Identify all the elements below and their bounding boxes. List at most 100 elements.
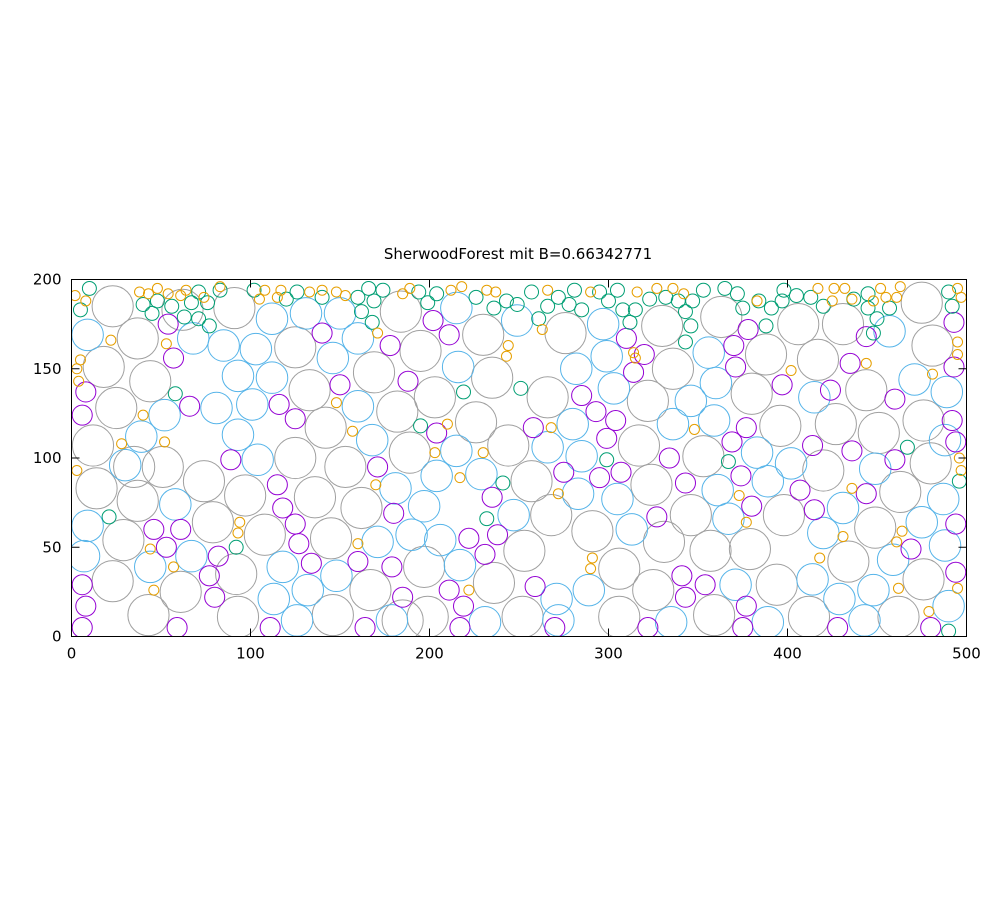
circle-blue (560, 352, 593, 386)
circle-blue (395, 518, 428, 552)
circle-grey (471, 356, 514, 399)
circle-blue (468, 605, 502, 636)
circle-purple (143, 518, 165, 540)
circle-grey (215, 552, 258, 596)
circle-grey (526, 376, 569, 419)
circle-orange (160, 338, 172, 350)
circle-orange (894, 281, 906, 293)
circle-grey (700, 295, 743, 339)
circle-purple (220, 449, 242, 471)
circle-blue (656, 407, 690, 441)
circle-green (176, 309, 192, 325)
circle-purple (771, 374, 793, 396)
circle-blue (928, 529, 962, 562)
circle-grey (877, 595, 920, 636)
circle-orange (846, 293, 858, 305)
circle-purple (735, 595, 757, 617)
circle-orange (785, 365, 797, 377)
circle-blue (465, 457, 498, 491)
circle-grey (911, 324, 954, 367)
circle-blue (207, 329, 240, 362)
circle-grey (293, 476, 337, 519)
x-tick-label: 200 (415, 645, 444, 663)
circle-purple (735, 417, 757, 439)
circle-purple (71, 574, 93, 596)
circle-green (411, 284, 427, 300)
circle-grey (388, 431, 431, 474)
circle-grey (777, 303, 820, 346)
circle-orange (159, 436, 171, 448)
circle-purple (945, 561, 966, 583)
circle-purple (163, 347, 185, 369)
circle-orange (441, 418, 453, 430)
circle-purple (819, 379, 841, 401)
circle-blue (289, 297, 323, 330)
y-axis: 0 50 100 150 200 (33, 271, 967, 646)
circle-grey (274, 436, 317, 480)
circle-green (289, 284, 305, 300)
circle-grey (403, 545, 446, 588)
circle-grey (879, 470, 922, 514)
circle-purple (737, 318, 759, 341)
circle-grey (744, 333, 788, 376)
circle-green (763, 300, 779, 316)
circle-purple (855, 326, 877, 348)
circle-purple (920, 617, 942, 636)
circle-orange (667, 282, 679, 294)
circle-green (860, 286, 876, 302)
circle-blue (556, 407, 589, 441)
circle-green (735, 300, 751, 316)
x-tick-label: 300 (594, 645, 623, 663)
circle-purple (671, 565, 693, 587)
y-tick-label: 100 (33, 449, 62, 467)
circle-blue (407, 489, 441, 523)
y-tick-label: 150 (33, 360, 62, 378)
circle-green (200, 295, 216, 311)
circle-green (486, 300, 502, 316)
x-axis: 0 100 200 300 400 500 (67, 279, 981, 663)
circle-grey (454, 401, 498, 444)
circle-blue (796, 563, 829, 596)
circle-grey (224, 474, 267, 517)
circle-grey (501, 595, 544, 636)
circle-grey (669, 494, 712, 537)
circle-blue (930, 375, 964, 409)
circle-green (183, 295, 199, 311)
y-tick-label: 200 (33, 271, 62, 289)
circle-green (524, 284, 540, 300)
circle-orange (198, 291, 210, 303)
circle-blue (257, 582, 291, 616)
circle-orange (891, 291, 903, 303)
circle-orange (880, 291, 892, 303)
circle-green (951, 473, 966, 489)
circle-purple (422, 310, 444, 332)
circle-purple (284, 513, 306, 535)
circle-grey (544, 311, 587, 355)
circle-blue (774, 447, 808, 480)
circle-purple (544, 617, 566, 636)
circle-orange (891, 536, 903, 548)
circle-green (869, 311, 885, 327)
circle-blue (654, 605, 688, 636)
circle-purple (610, 461, 632, 483)
circle-purple (855, 483, 877, 505)
circle-blue (674, 384, 708, 418)
circle-grey (102, 519, 145, 562)
circle-green (164, 298, 180, 314)
circle-orange (875, 282, 887, 294)
circle-blue (134, 550, 167, 584)
circle-green (366, 293, 382, 309)
circle-purple (354, 617, 376, 636)
circle-grey (129, 360, 172, 403)
circle-green (144, 305, 160, 321)
circle-blue (751, 464, 785, 498)
circle-orange (631, 286, 643, 298)
circle-purple (730, 465, 752, 487)
circle-blue (239, 332, 273, 366)
circle-purple (803, 499, 825, 521)
circle-orange (71, 290, 81, 302)
circle-blue (266, 550, 299, 584)
circle-green (670, 293, 686, 309)
circle-green (677, 334, 693, 350)
circle-grey (630, 463, 673, 506)
